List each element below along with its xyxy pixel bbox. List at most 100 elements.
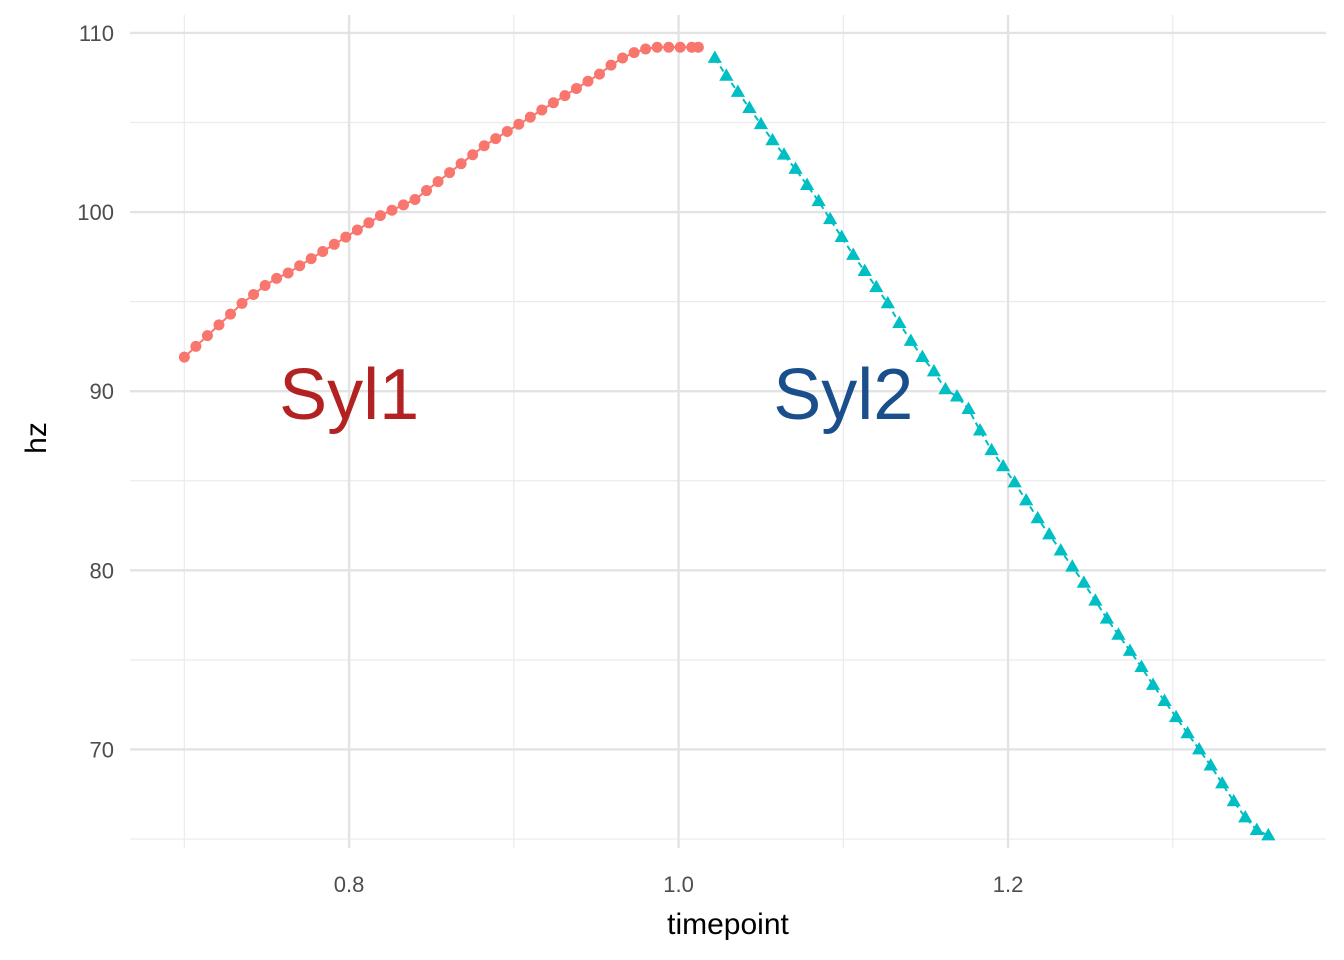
data-point — [628, 47, 640, 59]
data-point — [201, 330, 213, 342]
data-point — [640, 43, 652, 55]
data-point — [1007, 475, 1022, 488]
data-point — [742, 100, 757, 114]
x-tick-label: 1.0 — [663, 872, 694, 897]
data-point — [949, 389, 965, 402]
x-tick-label: 1.2 — [993, 872, 1024, 897]
data-point — [467, 149, 479, 161]
data-point — [409, 194, 421, 206]
data-point — [788, 161, 803, 174]
y-axis-tick-labels: 70 80 90 100 110 — [77, 21, 114, 763]
data-point — [1180, 725, 1195, 739]
data-point — [1157, 693, 1172, 706]
grid-minor-lines — [130, 15, 1326, 848]
data-point — [1145, 677, 1161, 690]
data-point — [984, 442, 999, 456]
y-tick-label: 100 — [77, 200, 114, 225]
data-point — [524, 111, 536, 123]
data-point — [282, 267, 294, 279]
data-point — [823, 211, 838, 225]
series-triangle — [707, 50, 1276, 841]
data-point — [674, 41, 686, 53]
data-point — [1065, 559, 1080, 572]
data-point — [915, 349, 930, 363]
y-tick-label: 80 — [90, 558, 114, 583]
data-point — [719, 68, 734, 81]
data-point — [432, 176, 444, 188]
data-point — [1053, 543, 1068, 556]
data-point — [594, 68, 606, 80]
grid-major-lines — [130, 15, 1326, 848]
data-point — [294, 260, 306, 272]
data-point — [972, 423, 988, 436]
data-point — [455, 158, 467, 170]
data-point — [1019, 492, 1034, 506]
data-point — [926, 363, 942, 377]
data-point — [903, 333, 918, 346]
x-tick-label: 0.8 — [334, 872, 365, 897]
data-point — [582, 75, 594, 87]
data-point — [605, 59, 617, 71]
data-point — [1076, 575, 1091, 588]
data-point — [846, 247, 861, 260]
data-point — [892, 315, 907, 328]
data-point — [961, 401, 976, 414]
data-point — [753, 116, 769, 130]
data-point — [1099, 611, 1115, 624]
data-point — [340, 231, 352, 243]
data-point — [259, 280, 271, 292]
data-point — [1134, 659, 1149, 672]
data-point — [1088, 593, 1103, 606]
y-tick-label: 110 — [79, 21, 114, 46]
annotations: Syl1 Syl2 — [279, 355, 913, 435]
data-point — [938, 381, 953, 395]
data-point — [213, 319, 225, 331]
data-point — [692, 41, 704, 53]
data-point — [1261, 827, 1276, 841]
data-point — [651, 41, 663, 53]
data-point — [869, 279, 884, 293]
data-point — [995, 458, 1011, 472]
data-point — [1122, 643, 1138, 656]
data-point — [799, 177, 815, 191]
data-point — [880, 295, 895, 309]
data-point — [1226, 793, 1241, 807]
data-point — [317, 245, 329, 257]
data-point — [559, 90, 571, 102]
data-point — [536, 104, 548, 116]
data-point — [328, 238, 340, 250]
series-line — [183, 46, 699, 358]
series-circle — [178, 41, 704, 363]
annotation-label: Syl1 — [279, 355, 419, 435]
x-axis-tick-labels: 0.8 1.0 1.2 — [334, 872, 1024, 897]
data-series — [178, 41, 1276, 841]
data-point — [374, 210, 386, 222]
data-point — [501, 125, 513, 137]
data-point — [248, 288, 260, 300]
data-point — [224, 308, 236, 320]
data-point — [857, 263, 872, 277]
data-point — [570, 82, 582, 94]
data-point — [730, 84, 746, 97]
data-point — [444, 167, 456, 179]
data-point — [1192, 741, 1207, 755]
data-point — [1238, 810, 1253, 823]
annotation-label: Syl2 — [773, 355, 913, 435]
data-point — [617, 52, 629, 64]
data-point — [811, 193, 826, 207]
data-point — [1168, 709, 1184, 723]
data-point — [478, 140, 490, 152]
data-point — [1249, 822, 1264, 835]
y-axis-title: hz — [20, 422, 53, 454]
data-point — [490, 133, 502, 145]
data-point — [1042, 527, 1057, 540]
data-point — [1030, 510, 1045, 524]
data-point — [1203, 758, 1218, 771]
data-point — [1111, 627, 1126, 640]
data-point — [397, 199, 409, 211]
y-tick-label: 90 — [90, 379, 114, 404]
data-point — [707, 50, 722, 63]
data-point — [513, 118, 525, 130]
